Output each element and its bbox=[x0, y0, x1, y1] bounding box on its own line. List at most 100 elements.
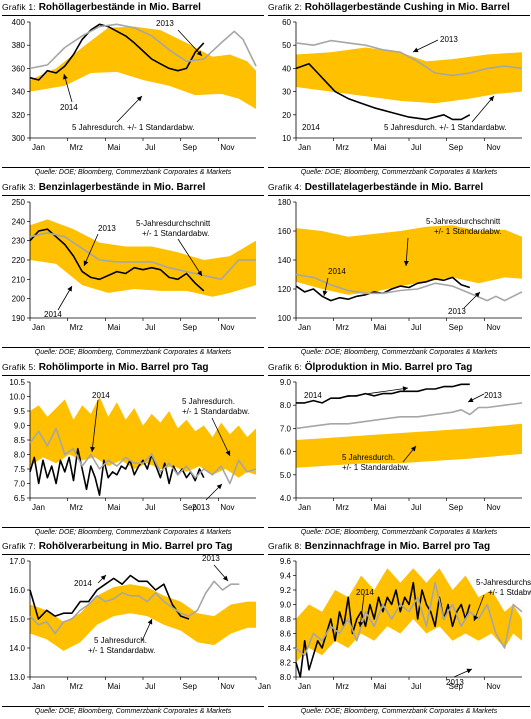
y-tick-label: 5.0 bbox=[280, 471, 292, 480]
y-tick-label: 190 bbox=[12, 314, 26, 323]
chart-source: Quelle: DOE; Bloomberg, Commerzbank Corp… bbox=[34, 349, 232, 356]
y-tick-label: 10 bbox=[282, 134, 291, 143]
x-tick-label: Mai bbox=[373, 143, 386, 152]
chart-plot: 8.0 8.2 8.4 8.6 8.8 9.0 9.2 9.4 9.6 Jan Mrz Mai Jul S… bbox=[280, 557, 531, 691]
x-tick-label: Sep bbox=[183, 323, 198, 332]
x-tick-label: Nov bbox=[220, 323, 234, 332]
x-tick-label: Mai bbox=[373, 323, 386, 332]
x-tick-label: Mrz bbox=[336, 143, 349, 152]
chart-title: Grafik 7: Rohölverarbeitung in Mio. Barr… bbox=[2, 541, 233, 552]
annotation-label: +/- 1 Standardabw. bbox=[434, 227, 501, 236]
arrow-head bbox=[410, 446, 416, 452]
annotation-label: +/- 1 Standardabw. bbox=[182, 407, 249, 416]
x-tick-label: Sep bbox=[183, 143, 198, 152]
annotation-label: 2014 bbox=[356, 588, 374, 597]
y-tick-label: 15.0 bbox=[9, 615, 25, 624]
x-tick-label: Nov bbox=[220, 682, 234, 691]
x-tick-label: Mai bbox=[107, 143, 120, 152]
y-tick-label: 160 bbox=[278, 227, 292, 236]
y-tick-label: 140 bbox=[278, 256, 292, 265]
x-tick-label: Jan bbox=[32, 143, 45, 152]
y-tick-label: 8.5 bbox=[14, 436, 26, 445]
chart-plot: 4.0 5.0 6.0 7.0 8.0 9.0 Jan Mrz Mai Jul Sep Nov 2014… bbox=[280, 378, 523, 512]
chart-panel-3: Grafik 3: Benzinlagerbestände in Mio. Ba… bbox=[2, 182, 264, 360]
x-tick-label: Sep bbox=[183, 503, 198, 512]
y-tick-label: 320 bbox=[12, 111, 26, 120]
x-tick-label: Mrz bbox=[70, 143, 83, 152]
x-tick-label: Nov bbox=[220, 143, 234, 152]
annotation-label: 5 Jahresdurch. bbox=[94, 636, 147, 645]
y-tick-label: 100 bbox=[278, 314, 292, 323]
arrow-head bbox=[83, 260, 89, 266]
chart-panel-5: Grafik 5: Rohölimporte in Mio. Barrel pr… bbox=[2, 362, 264, 540]
y-tick-label: 6.5 bbox=[14, 494, 26, 503]
arrow-head bbox=[67, 286, 72, 292]
band-area bbox=[296, 47, 522, 104]
y-tick-label: 9.0 bbox=[14, 422, 26, 431]
arrow-head bbox=[196, 50, 202, 56]
band-area bbox=[30, 26, 256, 110]
arrow-head bbox=[403, 260, 409, 266]
arrow-head bbox=[466, 668, 472, 674]
chart-title: Grafik 5: Rohölimporte in Mio. Barrel pr… bbox=[2, 362, 209, 373]
y-tick-label: 340 bbox=[12, 88, 26, 97]
annotation-arrow bbox=[83, 233, 99, 267]
chart-source: Quelle: DOE; Bloomberg, Commerzbank Corp… bbox=[300, 169, 498, 176]
chart-panel-8: Grafik 8: Benzinnachfrage in Mio. Barrel… bbox=[268, 541, 531, 719]
chart-plot: 6.5 7.0 7.5 8.0 8.5 9.0 9.5 10.0 10.5 Jan Mrz Mai Ju… bbox=[9, 378, 257, 512]
y-tick-label: 240 bbox=[12, 217, 26, 226]
y-tick-label: 10.5 bbox=[9, 378, 25, 387]
y-tick-label: 8.8 bbox=[280, 615, 292, 624]
arrow-head bbox=[136, 96, 142, 102]
y-tick-label: 9.0 bbox=[280, 601, 292, 610]
y-tick-label: 400 bbox=[12, 18, 26, 27]
x-tick-label: Jul bbox=[145, 503, 155, 512]
annotation-label: 2013 bbox=[484, 391, 502, 400]
y-tick-label: 7.0 bbox=[280, 424, 292, 433]
x-tick-label: Nov bbox=[486, 143, 500, 152]
x-tick-label: Jul bbox=[145, 323, 155, 332]
y-tick-label: 4.0 bbox=[280, 494, 292, 503]
arrow-head bbox=[413, 47, 419, 53]
annotation-label: 5-Jahresdurchschnitt bbox=[426, 217, 501, 226]
annotation-arrow bbox=[211, 417, 231, 457]
arrow-head bbox=[402, 386, 408, 392]
y-tick-label: 8.2 bbox=[280, 659, 292, 668]
x-tick-label: Mrz bbox=[70, 323, 83, 332]
series-line-2013 bbox=[29, 232, 256, 281]
series-line-2014 bbox=[29, 23, 205, 81]
chart-source: Quelle: DOE; Bloomberg, Commerzbank Corp… bbox=[300, 529, 498, 536]
annotation-label: 2013 bbox=[192, 503, 210, 512]
series-line-2014 bbox=[29, 574, 190, 620]
chart-plot: 13.0 14.0 15.0 16.0 17.0 Jan Mrz Mai Jul Sep Nov Ja… bbox=[9, 554, 270, 691]
y-tick-label: 9.6 bbox=[280, 557, 292, 566]
x-tick-label: Jan bbox=[32, 323, 45, 332]
x-tick-label: Mrz bbox=[70, 503, 83, 512]
y-tick-label: 14.0 bbox=[9, 644, 25, 653]
x-tick-label: Jul bbox=[411, 143, 421, 152]
y-tick-label: 40 bbox=[282, 64, 291, 73]
x-tick-label: Nov bbox=[486, 682, 500, 691]
chart-title: Grafik 2: Rohöllagerbestände Cushing in … bbox=[268, 2, 510, 13]
x-tick-label: Mrz bbox=[336, 503, 349, 512]
series-line-2013 bbox=[29, 580, 240, 635]
x-tick-label: Nov bbox=[486, 323, 500, 332]
annotation-label: 2013 bbox=[446, 678, 464, 687]
annotation-label: 2014 bbox=[328, 267, 346, 276]
annotation-label: +/- 1 Standardabw. bbox=[88, 646, 155, 655]
x-tick-label: Sep bbox=[183, 682, 198, 691]
arrow-head bbox=[90, 446, 96, 452]
x-tick-label: Mai bbox=[107, 503, 120, 512]
x-tick-label: Mrz bbox=[336, 323, 349, 332]
annotation-label: 2014 bbox=[74, 579, 92, 588]
x-tick-label: Jan bbox=[298, 503, 311, 512]
y-tick-label: 13.0 bbox=[9, 673, 25, 682]
y-tick-label: 300 bbox=[12, 134, 26, 143]
chart-source: Quelle: DOE; Bloomberg, Commerzbank Corp… bbox=[34, 529, 232, 536]
x-tick-label: Jan bbox=[258, 682, 271, 691]
x-tick-label: Mai bbox=[373, 682, 386, 691]
y-tick-label: 380 bbox=[12, 41, 26, 50]
arrow-head bbox=[473, 615, 479, 621]
chart-title: Grafik 3: Benzinlagerbestände in Mio. Ba… bbox=[2, 182, 206, 193]
series-line-2013 bbox=[295, 39, 523, 77]
